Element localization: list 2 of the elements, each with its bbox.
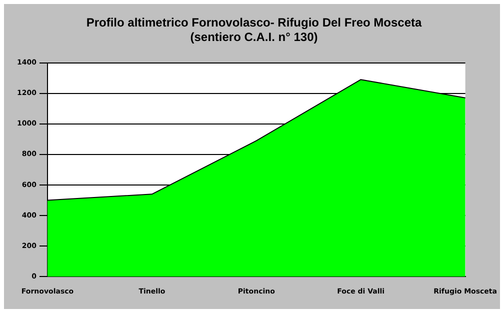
text: (sentiero C.A.I. n° 130) — [190, 30, 318, 44]
text: Profilo altimetrico Fornovolasco- Rifugio Del Freo Mosceta — [86, 16, 422, 30]
